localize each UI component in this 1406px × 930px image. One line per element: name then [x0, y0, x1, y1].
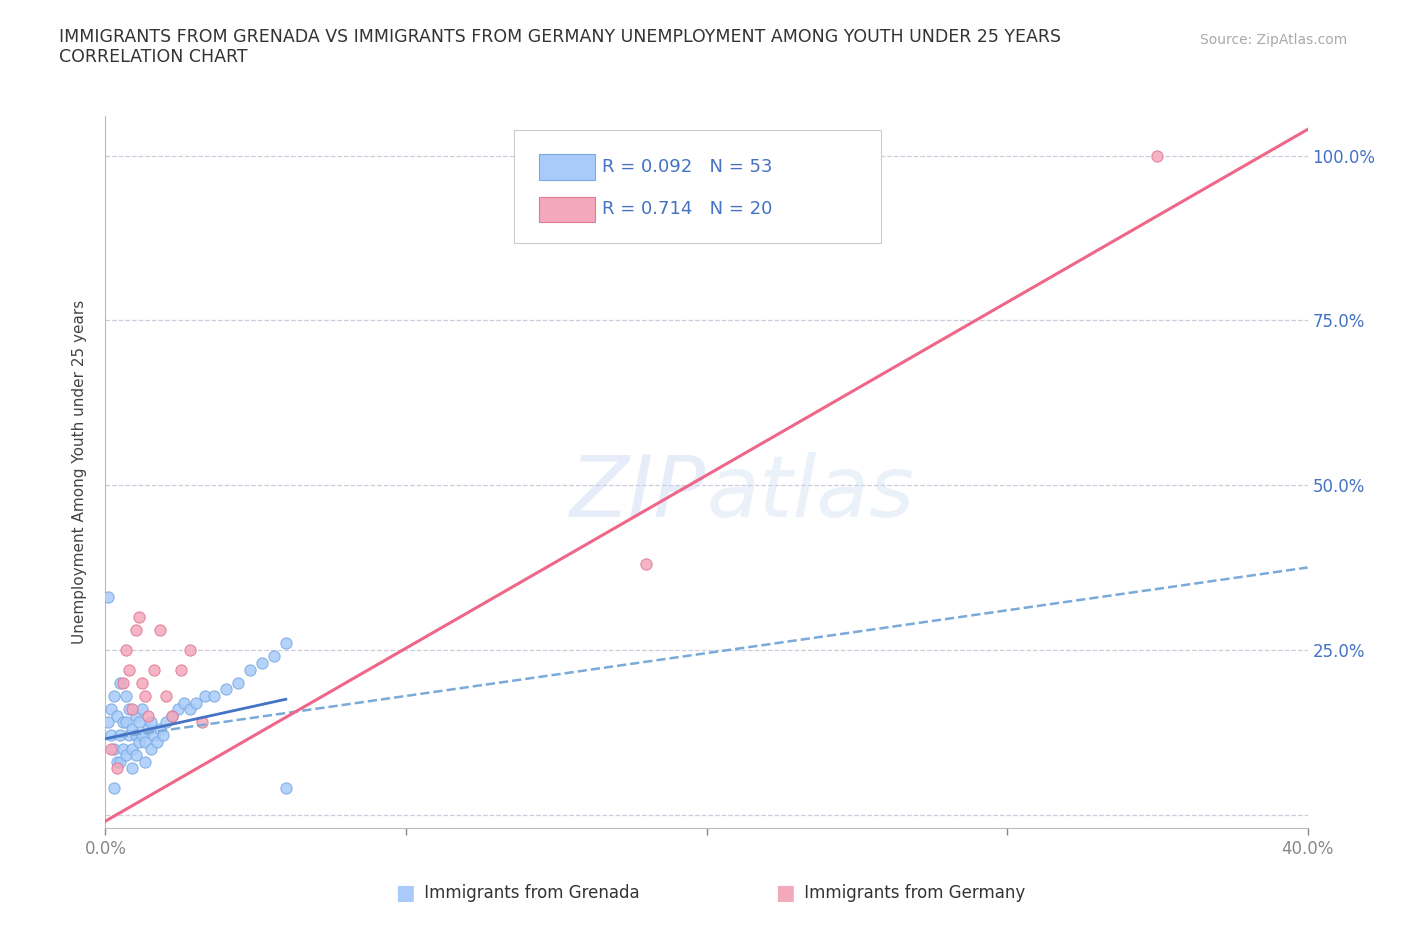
Point — [100, 741, 122, 756]
Point — [121, 702, 143, 717]
Point — [152, 728, 174, 743]
Text: IMMIGRANTS FROM GRENADA VS IMMIGRANTS FROM GERMANY UNEMPLOYMENT AMONG YOUTH UNDE: IMMIGRANTS FROM GRENADA VS IMMIGRANTS FR… — [59, 28, 1062, 46]
Point — [134, 688, 156, 703]
Text: Immigrants from Germany: Immigrants from Germany — [799, 884, 1025, 902]
Point — [118, 662, 141, 677]
Point — [128, 735, 150, 750]
Point — [636, 557, 658, 572]
Point — [97, 590, 120, 604]
Point — [112, 675, 135, 690]
Point — [128, 715, 150, 730]
Point — [202, 688, 225, 703]
Point — [121, 722, 143, 737]
Point — [100, 702, 122, 717]
Text: ZIP: ZIP — [571, 452, 707, 535]
Text: atlas: atlas — [707, 452, 914, 535]
Point — [145, 735, 167, 750]
Point — [100, 728, 122, 743]
Point — [274, 636, 297, 651]
Text: ■: ■ — [395, 883, 415, 903]
Text: R = 0.092   N = 53: R = 0.092 N = 53 — [602, 158, 772, 176]
Point — [115, 688, 138, 703]
Point — [179, 702, 201, 717]
FancyBboxPatch shape — [540, 196, 595, 222]
Point — [118, 728, 141, 743]
Point — [131, 702, 153, 717]
Point — [179, 643, 201, 658]
Point — [134, 754, 156, 769]
Point — [169, 662, 191, 677]
Point — [118, 702, 141, 717]
Point — [136, 722, 159, 737]
Point — [160, 709, 183, 724]
Point — [97, 715, 120, 730]
Point — [124, 748, 146, 763]
Point — [173, 695, 195, 710]
Point — [148, 722, 170, 737]
Point — [121, 741, 143, 756]
Point — [110, 728, 132, 743]
Point — [139, 741, 162, 756]
Point — [1146, 149, 1168, 164]
Point — [250, 656, 273, 671]
Point — [110, 675, 132, 690]
Point — [115, 748, 138, 763]
Y-axis label: Unemployment Among Youth under 25 years: Unemployment Among Youth under 25 years — [72, 299, 87, 644]
Text: CORRELATION CHART: CORRELATION CHART — [59, 48, 247, 66]
Point — [155, 715, 177, 730]
FancyBboxPatch shape — [540, 154, 595, 179]
Point — [194, 688, 217, 703]
Point — [103, 688, 125, 703]
Point — [148, 623, 170, 638]
Point — [142, 728, 165, 743]
Point — [160, 709, 183, 724]
Text: ■: ■ — [775, 883, 794, 903]
Point — [184, 695, 207, 710]
Point — [134, 735, 156, 750]
Point — [142, 662, 165, 677]
Point — [274, 781, 297, 796]
Point — [131, 728, 153, 743]
Point — [107, 761, 129, 776]
Point — [110, 754, 132, 769]
Point — [155, 688, 177, 703]
Point — [226, 675, 249, 690]
FancyBboxPatch shape — [515, 130, 880, 243]
Point — [139, 715, 162, 730]
Point — [190, 715, 212, 730]
Point — [131, 675, 153, 690]
Point — [128, 609, 150, 624]
Point — [107, 754, 129, 769]
Point — [115, 643, 138, 658]
Point — [263, 649, 285, 664]
Point — [124, 623, 146, 638]
Point — [136, 709, 159, 724]
Text: Source: ZipAtlas.com: Source: ZipAtlas.com — [1199, 33, 1347, 46]
Point — [121, 761, 143, 776]
Point — [107, 709, 129, 724]
Point — [124, 728, 146, 743]
Point — [124, 709, 146, 724]
Text: Immigrants from Grenada: Immigrants from Grenada — [419, 884, 640, 902]
Point — [214, 682, 236, 697]
Text: R = 0.714   N = 20: R = 0.714 N = 20 — [602, 201, 772, 219]
Point — [103, 741, 125, 756]
Point — [166, 702, 188, 717]
Point — [239, 662, 262, 677]
Point — [103, 781, 125, 796]
Point — [115, 715, 138, 730]
Point — [112, 715, 135, 730]
Point — [112, 741, 135, 756]
